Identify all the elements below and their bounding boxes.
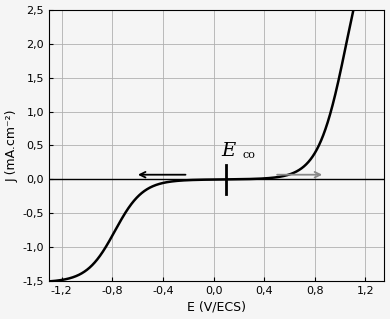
Text: E: E (221, 143, 236, 160)
X-axis label: E (V/ECS): E (V/ECS) (187, 300, 246, 314)
Y-axis label: J (mA.cm⁻²): J (mA.cm⁻²) (5, 109, 19, 182)
Text: co: co (243, 151, 255, 160)
